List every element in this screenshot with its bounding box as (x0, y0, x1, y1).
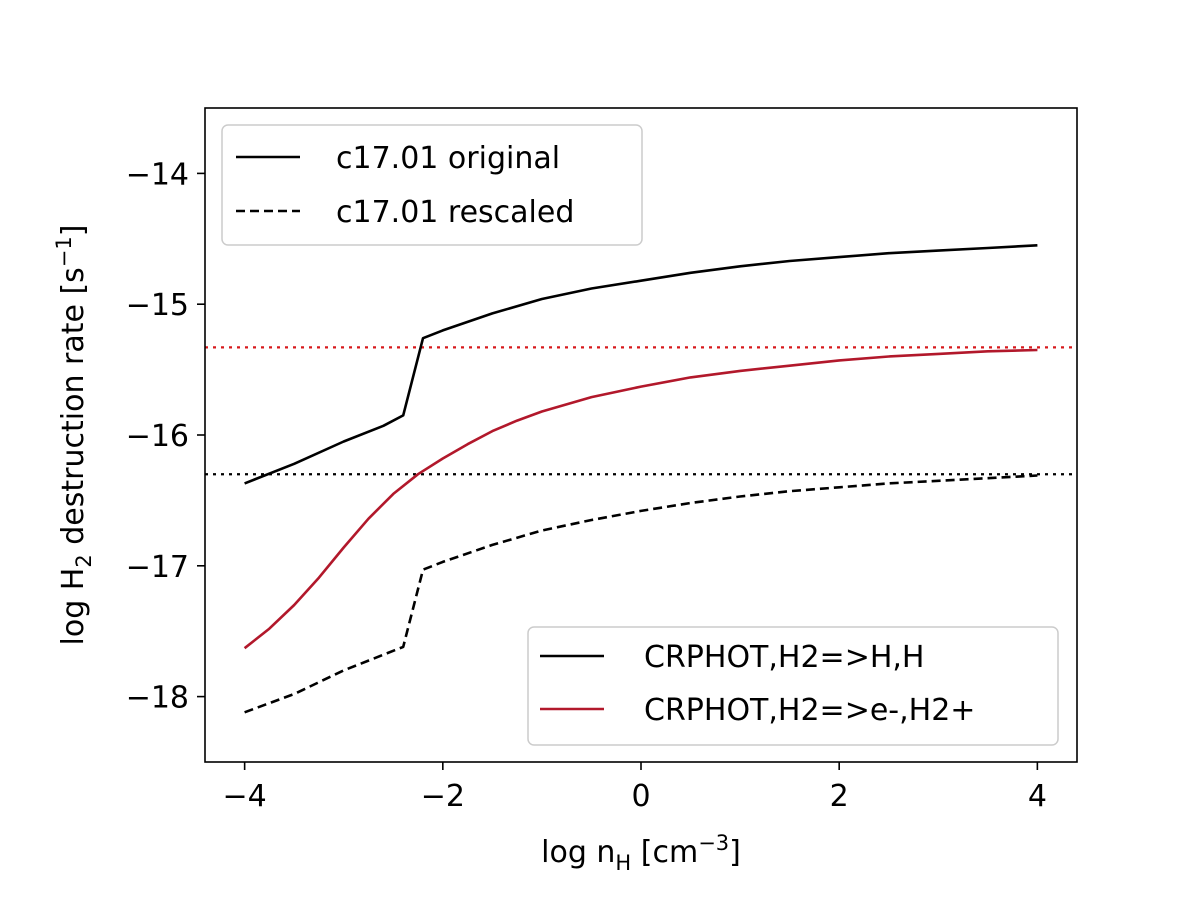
x-tick-label: −2 (421, 779, 465, 814)
reference-lines (205, 346, 1077, 476)
x-tick-label: 2 (830, 779, 849, 814)
legend-box (221, 124, 643, 246)
x-ticks: −4 −2 0 2 4 (223, 762, 1047, 814)
legend-lower-right: CRPHOT,H2=>H,H CRPHOT,H2=>e-,H2+ (527, 626, 1059, 746)
legend-label-original: c17.01 original (336, 141, 560, 176)
legend-label-h-h: CRPHOT,H2=>H,H (644, 640, 925, 675)
y-axis-label: log H2 destruction rate [s−1] (52, 225, 96, 646)
x-tick-label: −4 (223, 779, 267, 814)
y-tick-label: −18 (126, 681, 189, 716)
y-tick-label: −15 (126, 288, 189, 323)
legend-upper-left: c17.01 original c17.01 rescaled (221, 124, 643, 246)
series-lines (243, 244, 1038, 714)
y-tick-label: −14 (126, 157, 189, 192)
y-tick-label: −16 (126, 419, 189, 454)
y-ticks: −18 −17 −16 −15 −14 (126, 157, 205, 716)
y-tick-label: −17 (126, 550, 189, 585)
x-tick-label: 0 (631, 779, 650, 814)
series-line-2 (243, 348, 1038, 650)
x-axis-label: log nH [cm−3] (541, 831, 741, 875)
series-line-1 (244, 474, 1038, 714)
legend-label-rescaled: c17.01 rescaled (336, 195, 574, 230)
legend-label-e-h2plus: CRPHOT,H2=>e-,H2+ (644, 693, 975, 728)
x-tick-label: 4 (1028, 779, 1047, 814)
legend-box (527, 626, 1059, 746)
series-line-0 (244, 244, 1038, 485)
